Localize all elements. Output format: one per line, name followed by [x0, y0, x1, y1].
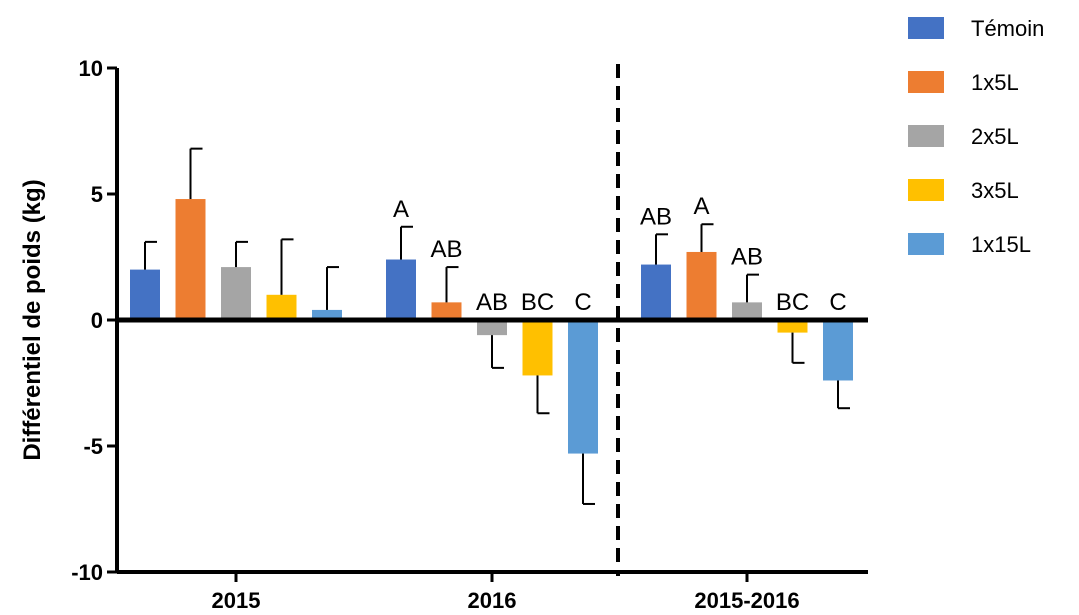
bar-1x5L-2016 — [431, 302, 462, 320]
error-bar-1x15L-2015-2016 — [837, 380, 850, 410]
error-bar-1x15L-2015 — [326, 266, 339, 310]
error-bar-2x5L-2015-2016 — [746, 273, 759, 303]
error-bar-1x5L-2015 — [189, 147, 203, 200]
bar-Témoin-2015-2016 — [641, 264, 671, 320]
legend-label: Témoin — [971, 16, 1044, 41]
bar-3x5L-2015-2016 — [777, 320, 808, 333]
bar-1x5L-2015-2016 — [686, 251, 717, 320]
bar-1x15L-2015-2016 — [823, 320, 853, 381]
legend-label: 1x15L — [971, 232, 1031, 257]
bar-2x5L-2016 — [477, 320, 507, 336]
error-bar-Témoin-2015 — [144, 240, 157, 270]
bar-1x5L-2015 — [175, 199, 206, 320]
error-bar-1x5L-2016 — [445, 266, 459, 303]
legend-item-3x5L: 3x5L — [908, 178, 1019, 203]
significance-label: BC — [776, 289, 809, 316]
significance-label: C — [574, 289, 591, 316]
error-bar-Témoin-2016 — [400, 225, 413, 260]
significance-label: AB — [430, 236, 462, 263]
legend-item-1x5L: 1x5L — [908, 70, 1019, 95]
y-tick-label: -5 — [83, 434, 103, 459]
error-bar-3x5L-2016 — [536, 375, 550, 415]
bar-1x15L-2016 — [568, 320, 598, 454]
legend-swatch — [908, 71, 944, 93]
legend-label: 2x5L — [971, 124, 1019, 149]
significance-label: AB — [476, 289, 508, 316]
legend-label: 3x5L — [971, 178, 1019, 203]
y-tick-label: -10 — [71, 560, 103, 585]
legend-swatch — [908, 125, 944, 147]
bar-3x5L-2016 — [522, 320, 553, 376]
significance-label: BC — [521, 289, 554, 316]
significance-label: AB — [640, 203, 672, 230]
error-bar-2x5L-2016 — [491, 335, 504, 369]
y-axis-title: Différentiel de poids (kg) — [19, 179, 46, 460]
bars-layer — [130, 199, 853, 454]
legend-swatch — [908, 233, 944, 255]
bar-2x5L-2015 — [221, 267, 251, 320]
legend-item-2x5L: 2x5L — [908, 124, 1019, 149]
legend-label: 1x5L — [971, 70, 1019, 95]
x-tick-label: 2015 — [212, 588, 261, 613]
legend-item-1x15L: 1x15L — [908, 232, 1031, 257]
error-bar-2x5L-2015 — [235, 240, 248, 268]
bar-2x5L-2015-2016 — [732, 302, 762, 320]
error-bar-3x5L-2015-2016 — [791, 332, 805, 364]
significance-label: AB — [731, 244, 763, 271]
x-tick-label: 2016 — [468, 588, 517, 613]
bar-Témoin-2016 — [386, 259, 416, 320]
legend-item-Témoin: Témoin — [908, 16, 1044, 41]
significance-label: C — [829, 289, 846, 316]
significance-label: A — [693, 193, 709, 220]
significance-labels-layer: A AB AB BC C AB A AB BC C — [393, 193, 847, 316]
legend: Témoin 1x5L 2x5L 3x5L 1x15L — [908, 16, 1044, 257]
legend-swatch — [908, 17, 944, 39]
y-tick-label: 0 — [91, 308, 103, 333]
bar-3x5L-2015 — [266, 294, 297, 320]
x-tick-label: 2015-2016 — [694, 588, 799, 613]
bar-Témoin-2015 — [130, 269, 160, 320]
error-bar-1x15L-2016 — [582, 453, 595, 505]
axes-layer: 10 5 0 -5 -10 2015 2016 2015-2016 — [71, 56, 868, 613]
bar-1x15L-2015 — [312, 309, 342, 320]
significance-label: A — [393, 196, 409, 223]
y-tick-label: 10 — [79, 56, 103, 81]
error-bar-Témoin-2015-2016 — [655, 233, 668, 265]
legend-swatch — [908, 179, 944, 201]
error-bar-1x5L-2015-2016 — [700, 223, 714, 252]
error-bar-3x5L-2015 — [280, 238, 294, 295]
error-bars-layer — [144, 147, 850, 505]
y-tick-label: 5 — [91, 182, 103, 207]
